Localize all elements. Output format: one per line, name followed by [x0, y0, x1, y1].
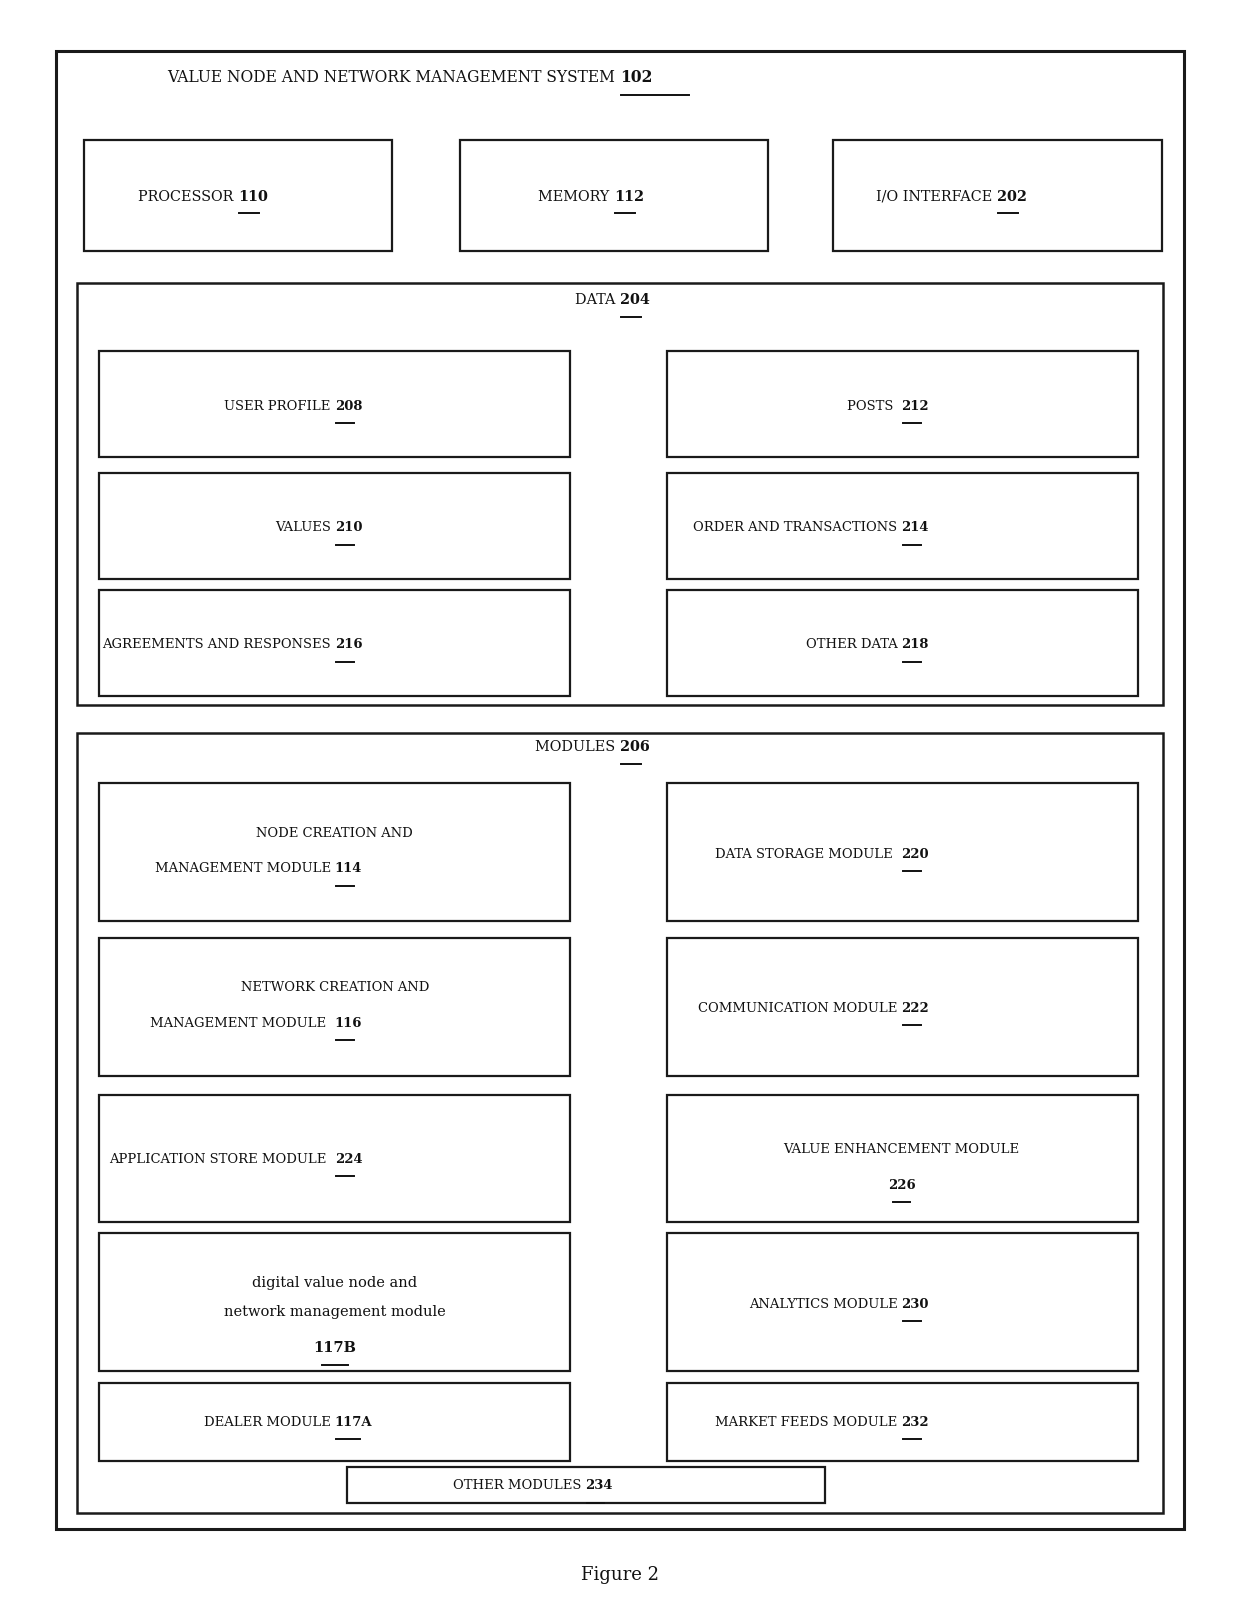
Text: DATA: DATA — [575, 294, 620, 307]
Text: digital value node and: digital value node and — [252, 1276, 418, 1289]
Text: 112: 112 — [614, 190, 644, 203]
Bar — [77, 284, 1163, 706]
Text: MODULES: MODULES — [536, 740, 620, 753]
Text: 117B: 117B — [314, 1341, 356, 1354]
Text: 234: 234 — [585, 1479, 613, 1492]
Bar — [99, 591, 570, 696]
Text: MANAGEMENT MODULE: MANAGEMENT MODULE — [150, 1016, 335, 1029]
Bar — [77, 734, 1163, 1513]
Text: 220: 220 — [901, 847, 929, 860]
Text: USER PROFILE: USER PROFILE — [224, 399, 335, 412]
Text: 218: 218 — [901, 638, 929, 651]
Bar — [667, 1096, 1138, 1222]
Text: 102: 102 — [620, 70, 652, 86]
Text: 230: 230 — [901, 1297, 929, 1310]
Text: 116: 116 — [335, 1016, 362, 1029]
Text: 222: 222 — [901, 1001, 929, 1014]
Bar — [667, 352, 1138, 458]
Text: NODE CREATION AND: NODE CREATION AND — [257, 826, 413, 839]
Bar — [833, 141, 1162, 252]
Bar — [667, 938, 1138, 1076]
Text: VALUE NODE AND NETWORK MANAGEMENT SYSTEM: VALUE NODE AND NETWORK MANAGEMENT SYSTEM — [167, 70, 620, 86]
Text: 212: 212 — [901, 399, 929, 412]
Bar — [99, 1096, 570, 1222]
Text: 117A: 117A — [335, 1415, 372, 1428]
Text: DEALER MODULE: DEALER MODULE — [203, 1415, 335, 1428]
Text: 214: 214 — [901, 521, 929, 534]
Bar — [99, 784, 570, 922]
Text: ANALYTICS MODULE: ANALYTICS MODULE — [749, 1297, 901, 1310]
Text: OTHER MODULES: OTHER MODULES — [453, 1479, 585, 1492]
Text: AGREEMENTS AND RESPONSES: AGREEMENTS AND RESPONSES — [102, 638, 335, 651]
Text: VALUES: VALUES — [275, 521, 335, 534]
Text: OTHER DATA: OTHER DATA — [806, 638, 901, 651]
Text: PROCESSOR: PROCESSOR — [138, 190, 238, 203]
Text: VALUE ENHANCEMENT MODULE: VALUE ENHANCEMENT MODULE — [784, 1143, 1019, 1156]
Text: MANAGEMENT MODULE: MANAGEMENT MODULE — [155, 862, 335, 875]
Bar — [99, 352, 570, 458]
Bar — [347, 1467, 825, 1503]
Bar — [460, 141, 768, 252]
Text: 208: 208 — [335, 399, 362, 412]
Bar — [99, 1383, 570, 1461]
Text: 110: 110 — [238, 190, 268, 203]
Bar — [667, 591, 1138, 696]
Text: 102: 102 — [621, 70, 653, 86]
Bar — [667, 1233, 1138, 1371]
Text: I/O INTERFACE: I/O INTERFACE — [877, 190, 997, 203]
Bar — [99, 474, 570, 579]
Bar — [667, 474, 1138, 579]
Text: 114: 114 — [335, 862, 362, 875]
Text: 232: 232 — [901, 1415, 929, 1428]
Text: 204: 204 — [620, 294, 650, 307]
Text: 226: 226 — [888, 1178, 915, 1191]
Text: 216: 216 — [335, 638, 362, 651]
Bar — [667, 784, 1138, 922]
Text: POSTS: POSTS — [847, 399, 901, 412]
Text: network management module: network management module — [224, 1305, 445, 1318]
Text: APPLICATION STORE MODULE: APPLICATION STORE MODULE — [109, 1152, 335, 1165]
Text: ORDER AND TRANSACTIONS: ORDER AND TRANSACTIONS — [693, 521, 901, 534]
Text: 224: 224 — [335, 1152, 362, 1165]
Text: 206: 206 — [620, 740, 650, 753]
Text: DATA STORAGE MODULE: DATA STORAGE MODULE — [715, 847, 901, 860]
Text: 202: 202 — [997, 190, 1027, 203]
Text: COMMUNICATION MODULE: COMMUNICATION MODULE — [698, 1001, 901, 1014]
Text: MEMORY: MEMORY — [538, 190, 614, 203]
Bar — [84, 141, 392, 252]
Text: MARKET FEEDS MODULE: MARKET FEEDS MODULE — [715, 1415, 901, 1428]
Text: 210: 210 — [335, 521, 362, 534]
Bar — [99, 938, 570, 1076]
Bar — [99, 1233, 570, 1371]
Text: NETWORK CREATION AND: NETWORK CREATION AND — [241, 980, 429, 993]
Text: Figure 2: Figure 2 — [582, 1565, 658, 1584]
Bar — [667, 1383, 1138, 1461]
